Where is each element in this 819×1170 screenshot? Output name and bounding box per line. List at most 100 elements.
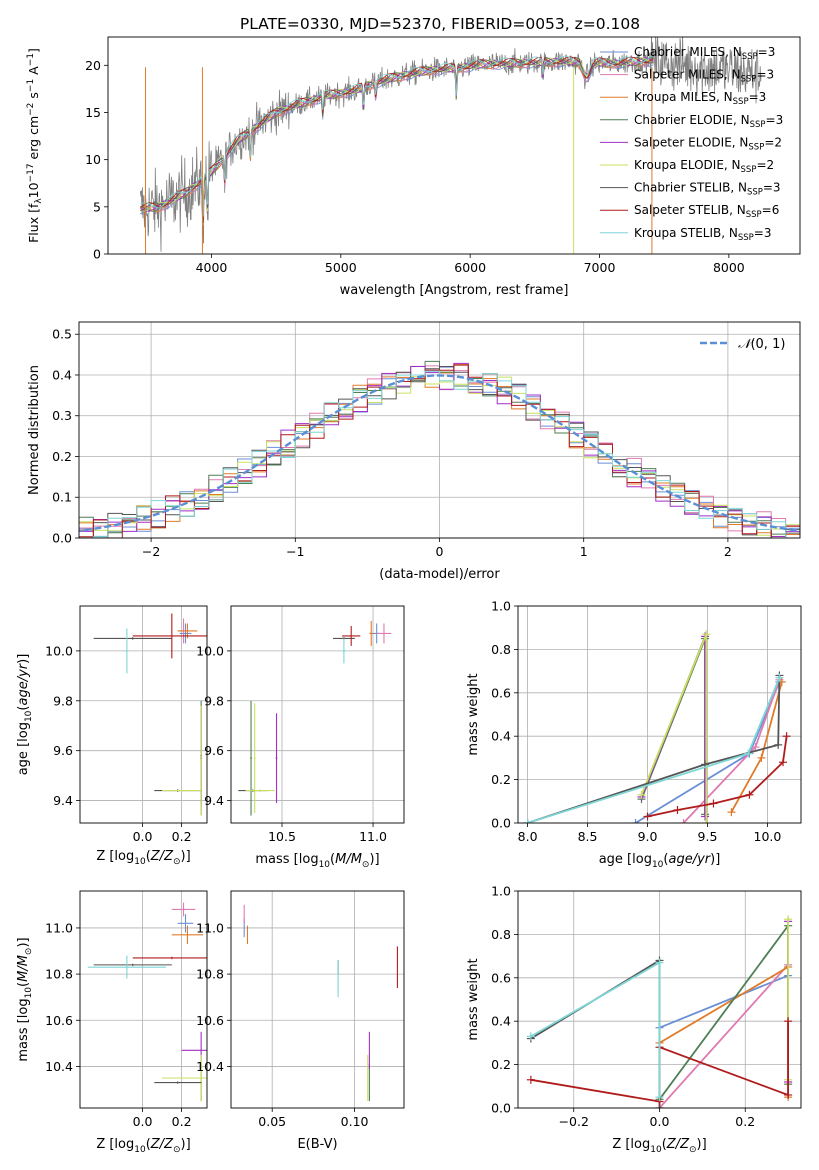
- y-tick-label: 9.8: [53, 693, 73, 708]
- x-tick-label: 6000: [454, 260, 486, 275]
- errorbar-point: [87, 955, 166, 979]
- y-axis-label: Flux [fλ10−17 erg cm−2 s−1 A−1]: [26, 48, 44, 243]
- plot-area-weight_vs_Z: [526, 915, 793, 1108]
- x-tick-label: 5000: [325, 260, 357, 275]
- series-marker: [702, 630, 711, 639]
- panel-weight_vs_age: 8.0 8.5 9.0 9.5 10.0 0.0 0.2 0.4 0.6 0.8 1.0 mass w…: [466, 599, 802, 870]
- series-line: [658, 922, 789, 1100]
- axes-frame: [107, 36, 801, 255]
- panel-spectrum: 4000 5000 6000 7000 8000 0 5 10 15 20 wavelength […: [26, 36, 801, 298]
- y-tick-label: 9.4: [204, 793, 224, 808]
- series-line: [527, 675, 781, 823]
- x-tick-label: 0.0: [650, 1114, 670, 1129]
- subscript: SSP: [750, 120, 766, 130]
- plot-area-spectrum: [139, 37, 762, 254]
- label-part: =3: [756, 68, 774, 82]
- spectrum-model-line: [140, 54, 654, 217]
- x-tick-label: −1: [286, 544, 304, 559]
- y-tick-label: 0.4: [52, 367, 72, 382]
- plot-area-age_vs_Z: [93, 613, 207, 816]
- subscript: SSP: [741, 165, 757, 175]
- x-tick-label: 7000: [584, 260, 616, 275]
- series-marker: [782, 732, 791, 741]
- axes-frame: [79, 890, 208, 1109]
- figure-title: PLATE=0330, MJD=52370, FIBERID=0053, z=0…: [240, 15, 640, 33]
- legend-entry: Kroupa MILES, NSSP=3: [634, 90, 766, 107]
- label-part: =3: [754, 226, 772, 240]
- errorbar-point: [250, 700, 252, 816]
- series-marker: [774, 740, 783, 749]
- label-part: )]: [181, 1137, 191, 1152]
- series-marker: [673, 805, 682, 814]
- y-tick-label: 0.0: [491, 816, 511, 831]
- axes-frame: [230, 890, 405, 1109]
- subscript: ⊙: [362, 860, 370, 870]
- x-tick-label: 8.5: [578, 829, 598, 844]
- panel-weight_vs_Z: −0.2 0.0 0.2 0.0 0.2 0.4 0.6 0.8 1.0 mass weight Z…: [466, 884, 802, 1155]
- y-tick-label: 5: [93, 199, 101, 214]
- y-tick-label: 10.0: [45, 643, 73, 658]
- axes-frame: [230, 605, 405, 824]
- errorbar-point: [93, 637, 172, 640]
- series-marker: [679, 819, 688, 823]
- plot-area-residuals: [79, 360, 800, 538]
- x-axis-label: (data-model)/error: [379, 567, 500, 582]
- label-part: )]: [16, 654, 31, 664]
- subscript: 10: [650, 1145, 662, 1155]
- errorbar-point: [171, 925, 204, 945]
- errorbar-point: [253, 703, 256, 814]
- y-tick-label: 0.2: [491, 772, 511, 787]
- x-tick-label: 0.05: [258, 1114, 286, 1129]
- series-marker: [744, 749, 753, 758]
- legend-entry: Salpeter ELODIE, NSSP=2: [634, 135, 782, 152]
- panel-residuals: −2 −1 0 1 2 0.0 0.1 0.2 0.3 0.4 0.5 (data-model)/er…: [27, 321, 801, 582]
- x-axis-label: Z [log10(Z/Z⊙)]: [96, 849, 190, 867]
- y-tick-label: 0.8: [491, 642, 511, 657]
- series-marker: [637, 790, 646, 799]
- series-marker: [779, 758, 788, 767]
- label-part: (: [146, 1137, 151, 1152]
- series-marker: [631, 819, 640, 823]
- label-part: M/M: [335, 852, 362, 867]
- label-part: )]: [697, 1137, 707, 1152]
- label-part: =3: [758, 45, 776, 59]
- series-marker: [655, 1093, 664, 1102]
- subscript: 10: [24, 987, 34, 999]
- axes-frame: [79, 605, 208, 824]
- subscript: λ: [34, 198, 44, 204]
- series-marker: [784, 1090, 793, 1099]
- spectrum-legend: Chabrier MILES, NSSP=3 Salpeter MILES, NS…: [600, 45, 783, 243]
- subscript: SSP: [733, 97, 749, 107]
- subscript: ⊙: [173, 857, 181, 867]
- series-marker: [751, 743, 760, 752]
- series-line: [658, 964, 789, 1108]
- superscript: −2: [26, 103, 36, 116]
- y-tick-label: 0.6: [491, 970, 511, 985]
- spectrum-model-line: [140, 59, 654, 223]
- legend-entry: Chabrier ELODIE, NSSP=3: [634, 113, 783, 130]
- label-part: (: [330, 852, 335, 867]
- errorbar-point: [132, 613, 207, 659]
- subscript: SSP: [747, 188, 763, 198]
- spectrum-model-line: [140, 60, 654, 226]
- histogram-step-salpeter-stelib: [79, 364, 800, 538]
- series-line: [640, 633, 708, 823]
- series-line: [647, 736, 788, 818]
- label-part: erg cm: [26, 116, 41, 164]
- y-tick-label: 0.6: [491, 685, 511, 700]
- series-marker: [784, 1017, 793, 1026]
- spectrum-model-line: [140, 57, 654, 224]
- y-tick-label: 10.8: [196, 967, 224, 982]
- label-part: Z/Z: [150, 849, 174, 864]
- y-axis-label: mass weight: [466, 958, 481, 1040]
- y-tick-label: 9.6: [53, 743, 73, 758]
- errorbar-point: [369, 620, 374, 646]
- label-part: =6: [762, 203, 780, 217]
- label-part: age/yr: [16, 662, 31, 705]
- label-part: =3: [763, 181, 781, 195]
- x-tick-label: 9.5: [698, 829, 718, 844]
- y-tick-label: 0.0: [491, 1101, 511, 1116]
- errorbar-point: [179, 623, 192, 644]
- y-tick-label: 0.5: [52, 327, 72, 342]
- y-tick-label: 10.6: [196, 1013, 224, 1028]
